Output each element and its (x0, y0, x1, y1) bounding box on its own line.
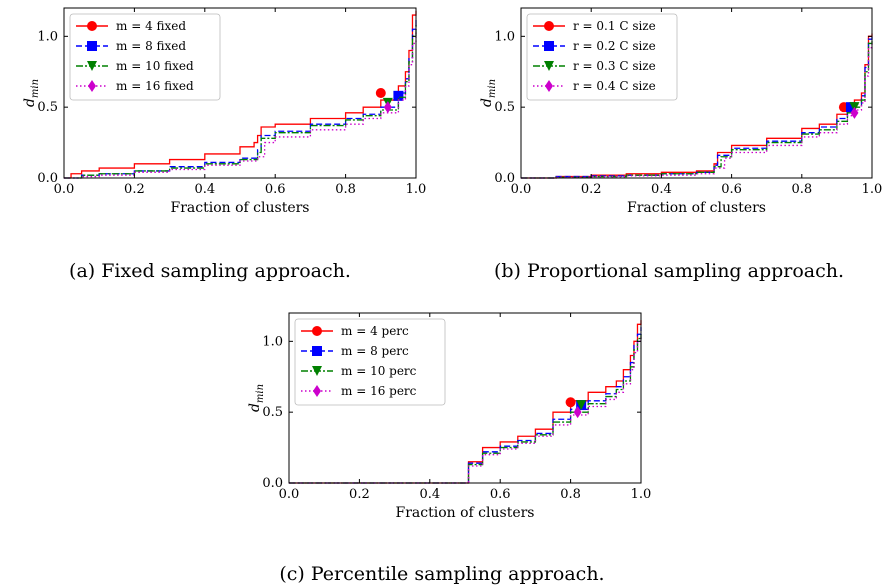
legend-label-0: m = 4 fixed (116, 19, 186, 33)
legend-marker-0 (312, 326, 322, 336)
legend-label-1: m = 8 perc (341, 344, 409, 358)
plot-frame (288, 312, 642, 484)
series-marker-0 (565, 397, 576, 408)
caption-c: (c) Percentile sampling approach. (279, 563, 604, 585)
legend-label-3: m = 16 fixed (116, 79, 194, 93)
x-tick-label: 0.4 (194, 182, 215, 197)
x-tick-label: 0.6 (265, 182, 286, 197)
y-axis-label-subscript: min (30, 79, 41, 98)
x-tick-label: 0.0 (54, 182, 75, 197)
y-axis-label-subscript: min (487, 79, 498, 98)
legend-label-0: m = 4 perc (341, 324, 409, 338)
legend-label-3: m = 16 perc (341, 384, 417, 398)
x-tick-label: 0.4 (419, 487, 440, 502)
legend-label-3: r = 0.4 C size (573, 79, 656, 93)
series-marker-3 (573, 406, 582, 419)
legend-label-2: m = 10 fixed (116, 59, 194, 73)
legend-marker-0 (544, 21, 554, 31)
y-tick-label: 0.5 (262, 405, 283, 420)
legend-marker-3 (88, 80, 96, 92)
x-tick-label: 0.0 (511, 182, 532, 197)
legend-marker-2 (544, 61, 554, 71)
series-line-1 (64, 19, 417, 179)
series-line-3 (289, 335, 642, 484)
x-tick-label: 1.0 (631, 487, 652, 502)
x-tick-label: 0.8 (560, 487, 581, 502)
x-tick-label: 0.4 (651, 182, 672, 197)
y-tick-label: 0.0 (494, 171, 515, 186)
legend-label-0: r = 0.1 C size (573, 19, 656, 33)
subplot-proportional-sampling: 0.0 0.2 0.4 0.6 0.8 1.0 0.0 0.5 1.0 Fraction of c… (479, 7, 883, 216)
x-tick-label: 0.8 (791, 182, 812, 197)
subplot-percentile-sampling: 0.0 0.2 0.4 0.6 0.8 1.0 0.0 0.5 1.0 Fraction of c… (247, 312, 652, 521)
x-axis-label: Fraction of clusters (396, 505, 535, 521)
x-axis-label: Fraction of clusters (627, 200, 766, 216)
series-marker-2 (576, 400, 587, 411)
series-line-0 (521, 33, 873, 179)
series-marker-3 (383, 101, 392, 114)
legend-label-1: r = 0.2 C size (573, 39, 656, 53)
x-tick-label: 0.8 (335, 182, 356, 197)
x-tick-label: 0.6 (721, 182, 742, 197)
legend-label-2: m = 10 perc (341, 364, 417, 378)
legend-marker-1 (544, 41, 554, 51)
plot-frame (520, 7, 873, 179)
legend-marker-1 (312, 346, 322, 356)
series-marker-3 (850, 106, 859, 119)
y-tick-label: 1.0 (494, 29, 515, 44)
legend-label-1: m = 8 fixed (116, 39, 186, 53)
series-marker-0 (375, 88, 386, 98)
series-line-2 (521, 39, 873, 179)
series-line-2 (64, 25, 417, 179)
x-tick-label: 1.0 (862, 182, 883, 197)
y-tick-label: 1.0 (37, 29, 58, 44)
legend-box (69, 13, 221, 101)
x-tick-label: 0.2 (581, 182, 602, 197)
series-marker-1 (393, 90, 404, 101)
y-tick-label: 0.0 (37, 171, 58, 186)
legend-marker-2 (87, 61, 97, 71)
x-tick-label: 0.0 (279, 487, 300, 502)
y-axis-label-subscript: min (255, 384, 266, 403)
y-tick-label: 0.5 (37, 100, 58, 115)
legend-marker-3 (313, 385, 321, 397)
caption-b: (b) Proportional sampling approach. (494, 260, 844, 282)
x-tick-label: 0.2 (349, 487, 370, 502)
x-tick-label: 0.6 (490, 487, 511, 502)
legend-marker-3 (545, 80, 553, 92)
series-marker-1 (845, 102, 856, 113)
legend-box (526, 13, 678, 101)
x-axis-label: Fraction of clusters (171, 200, 310, 216)
legend-label-2: r = 0.3 C size (573, 59, 656, 73)
y-tick-label: 1.0 (262, 334, 283, 349)
series-line-0 (64, 10, 417, 179)
legend-marker-0 (87, 21, 97, 31)
y-tick-label: 0.0 (262, 476, 283, 491)
series-line-3 (64, 29, 417, 179)
y-tick-label: 0.5 (494, 100, 515, 115)
legend-marker-1 (87, 41, 97, 51)
x-tick-label: 1.0 (406, 182, 427, 197)
caption-a: (a) Fixed sampling approach. (69, 260, 351, 282)
plot-frame (63, 7, 417, 179)
legend-marker-2 (312, 366, 322, 376)
x-tick-label: 0.2 (124, 182, 145, 197)
subplot-fixed-sampling: 0.0 0.2 0.4 0.6 0.8 1.0 0.0 0.5 1.0 Fraction of c… (22, 7, 427, 216)
legend-box (294, 318, 446, 406)
